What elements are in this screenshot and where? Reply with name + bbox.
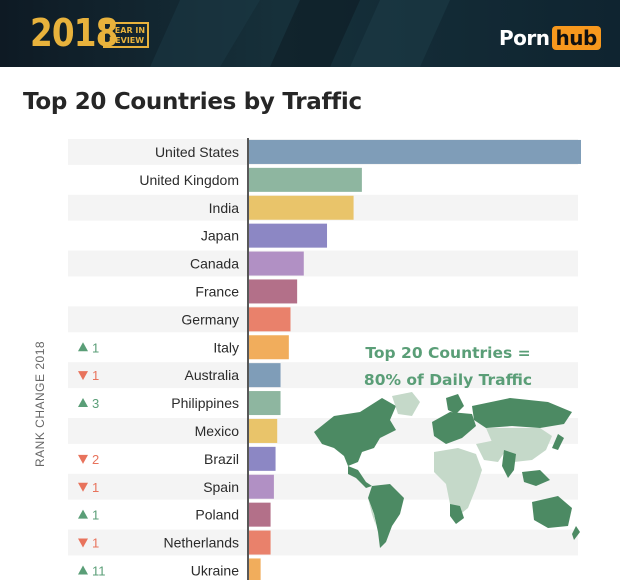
category-label: Ukraine (191, 562, 239, 578)
bar-12 (249, 474, 274, 499)
callout-line-2: 80% of Daily Traffic (363, 371, 533, 389)
badge-line-1: YEAR IN (109, 26, 146, 35)
category-label: Spain (203, 479, 239, 495)
bar-11 (249, 446, 276, 471)
south-america-shape (368, 484, 404, 548)
bar-6 (249, 307, 291, 332)
row-band (68, 473, 578, 500)
category-label: Italy (213, 339, 239, 355)
bar-3 (249, 223, 328, 248)
row-band (68, 250, 578, 277)
page-title: Top 20 Countries by Traffic (23, 89, 362, 115)
rank-change-value: 1 (92, 368, 99, 383)
bar-15 (249, 558, 261, 580)
greenland-shape (392, 392, 420, 416)
europe-shape (432, 412, 476, 444)
category-label: Mexico (195, 423, 240, 439)
north-america-shape (314, 398, 396, 466)
world-map-illustration (314, 392, 580, 548)
row-band (68, 529, 578, 556)
bar-5 (249, 279, 298, 304)
rank-change-value: 1 (92, 508, 99, 523)
category-label: Japan (201, 228, 239, 244)
category-label: Canada (190, 256, 239, 272)
bar-7 (249, 335, 289, 360)
traffic-callout: Top 20 Countries = 80% of Daily Traffic (336, 340, 560, 394)
rank-up-icon (78, 398, 88, 408)
category-label: France (195, 283, 239, 299)
bar-4 (249, 251, 304, 276)
scandinavia-shape (446, 394, 464, 414)
africa-south-shape (450, 504, 464, 524)
rank-change-value: 1 (92, 340, 99, 355)
japan-shape (552, 434, 564, 450)
year-in-review-badge: YEAR IN REVIEW (103, 22, 149, 48)
rank-up-icon (78, 565, 88, 575)
south-america-west-shape (368, 498, 376, 526)
callout-line-1: Top 20 Countries = (365, 344, 531, 362)
header-texture (150, 0, 450, 67)
brand-logo-left: Porn (499, 26, 550, 50)
bar-9 (249, 391, 281, 416)
rank-change-value: 1 (92, 536, 99, 551)
rank-down-icon (78, 538, 88, 548)
bar-0 (249, 139, 581, 164)
row-band (68, 362, 578, 389)
australia-shape (532, 496, 572, 528)
rank-change-value: 11 (92, 563, 106, 578)
rank-down-icon (78, 482, 88, 492)
rank-down-icon (78, 454, 88, 464)
new-zealand-shape (572, 526, 580, 540)
rank-change-axis-label: RANK CHANGE 2018 (33, 340, 47, 467)
bar-1 (249, 167, 362, 192)
rank-down-icon (78, 371, 88, 381)
rank-change-value: 2 (92, 452, 99, 467)
category-label: Netherlands (164, 535, 240, 551)
central-america-shape (348, 466, 372, 488)
brand-logo: Porn hub (499, 24, 601, 52)
category-label: Philippines (171, 395, 239, 411)
rank-up-icon (78, 342, 88, 352)
category-label: United Kingdom (139, 172, 239, 188)
header-banner: 2018 YEAR IN REVIEW Porn hub (0, 0, 620, 67)
southeast-asia-shape (522, 470, 550, 486)
category-label: United States (155, 144, 239, 160)
category-label: Brazil (204, 451, 239, 467)
russia-shape (472, 398, 572, 428)
category-label: Germany (181, 311, 239, 327)
rank-change-value: 1 (92, 480, 99, 495)
india-shape (502, 450, 516, 478)
bar-14 (249, 530, 271, 555)
bar-10 (249, 418, 278, 443)
bar-8 (249, 363, 281, 388)
africa-shape (434, 448, 482, 516)
category-label: India (209, 200, 240, 216)
category-label: Australia (185, 367, 240, 383)
asia-shape (486, 428, 552, 462)
rank-up-icon (78, 509, 88, 519)
badge-line-2: REVIEW (109, 36, 145, 45)
category-label: Poland (195, 507, 239, 523)
rank-change-value: 3 (92, 396, 99, 411)
brand-logo-right: hub (551, 26, 601, 50)
bar-13 (249, 502, 271, 527)
bar-2 (249, 195, 354, 220)
row-band (68, 306, 578, 333)
